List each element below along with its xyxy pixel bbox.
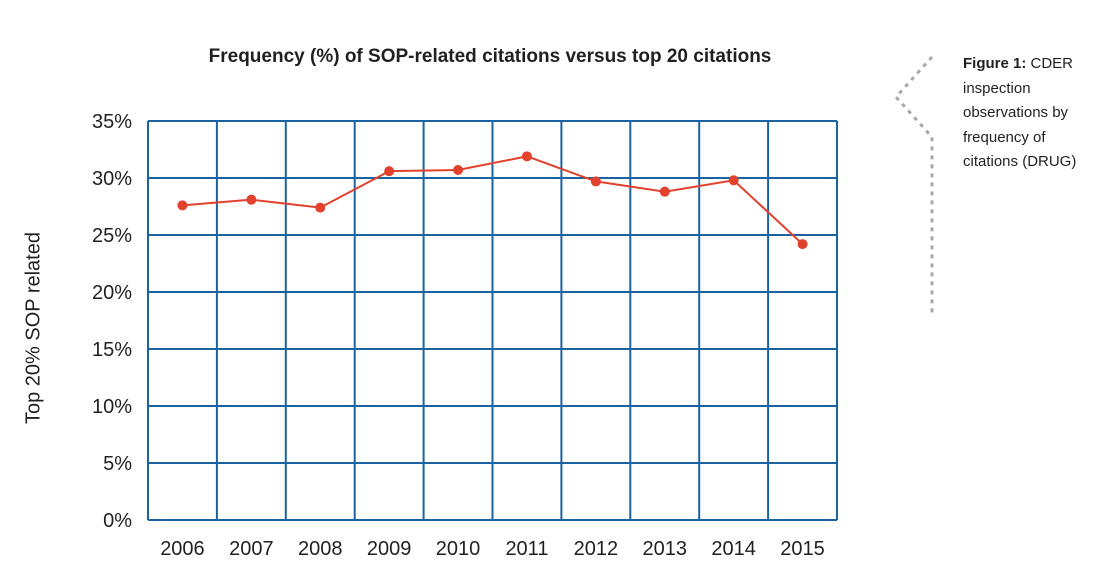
figure-caption-label: Figure 1: [963,55,1027,72]
x-tick-label: 2006 [160,538,205,560]
x-tick-label: 2014 [711,538,756,560]
figure-caption-text: CDER inspection observations by frequenc… [963,55,1077,170]
data-point [659,186,670,197]
data-point [177,200,188,211]
data-point [246,194,257,205]
x-tick-label: 2011 [505,538,548,560]
series-layer [177,151,808,250]
figure-caption: Figure 1: CDER inspection observations b… [963,52,1093,175]
x-tick-labels: 2006 2007 2008 2009 2010 2011 2012 2013 2014 2015 [160,538,825,560]
dotted-bracket [893,55,934,314]
chart-title: Frequency (%) of SOP-related citations v… [208,46,772,67]
chart-grid [147,120,838,521]
y-axis-label: Top 20% SOP related [22,232,45,424]
y-tick-label: 30% [92,168,132,190]
data-point [797,239,808,250]
y-tick-label: 5% [103,453,132,475]
x-tick-label: 2009 [367,538,412,560]
y-tick-label: 20% [92,282,132,304]
data-point [590,176,601,187]
data-point [728,175,739,186]
data-point [453,165,464,176]
x-tick-label: 2015 [780,538,825,560]
x-tick-label: 2013 [643,538,688,560]
decorative-bracket [893,55,934,314]
data-point [521,151,532,162]
y-tick-label: 10% [92,396,132,418]
data-point [384,166,395,177]
y-tick-label: 25% [92,225,132,247]
y-tick-label: 35% [92,111,132,133]
series-line [182,155,804,245]
data-point [315,202,326,213]
x-tick-label: 2012 [574,538,619,560]
x-tick-label: 2010 [436,538,481,560]
x-tick-label: 2008 [298,538,343,560]
y-tick-label: 0% [103,510,132,532]
y-tick-label: 15% [92,339,132,361]
y-tick-labels: 0% 5% 10% 15% 20% 25% 30% 35% [92,111,132,532]
x-tick-label: 2007 [229,538,274,560]
